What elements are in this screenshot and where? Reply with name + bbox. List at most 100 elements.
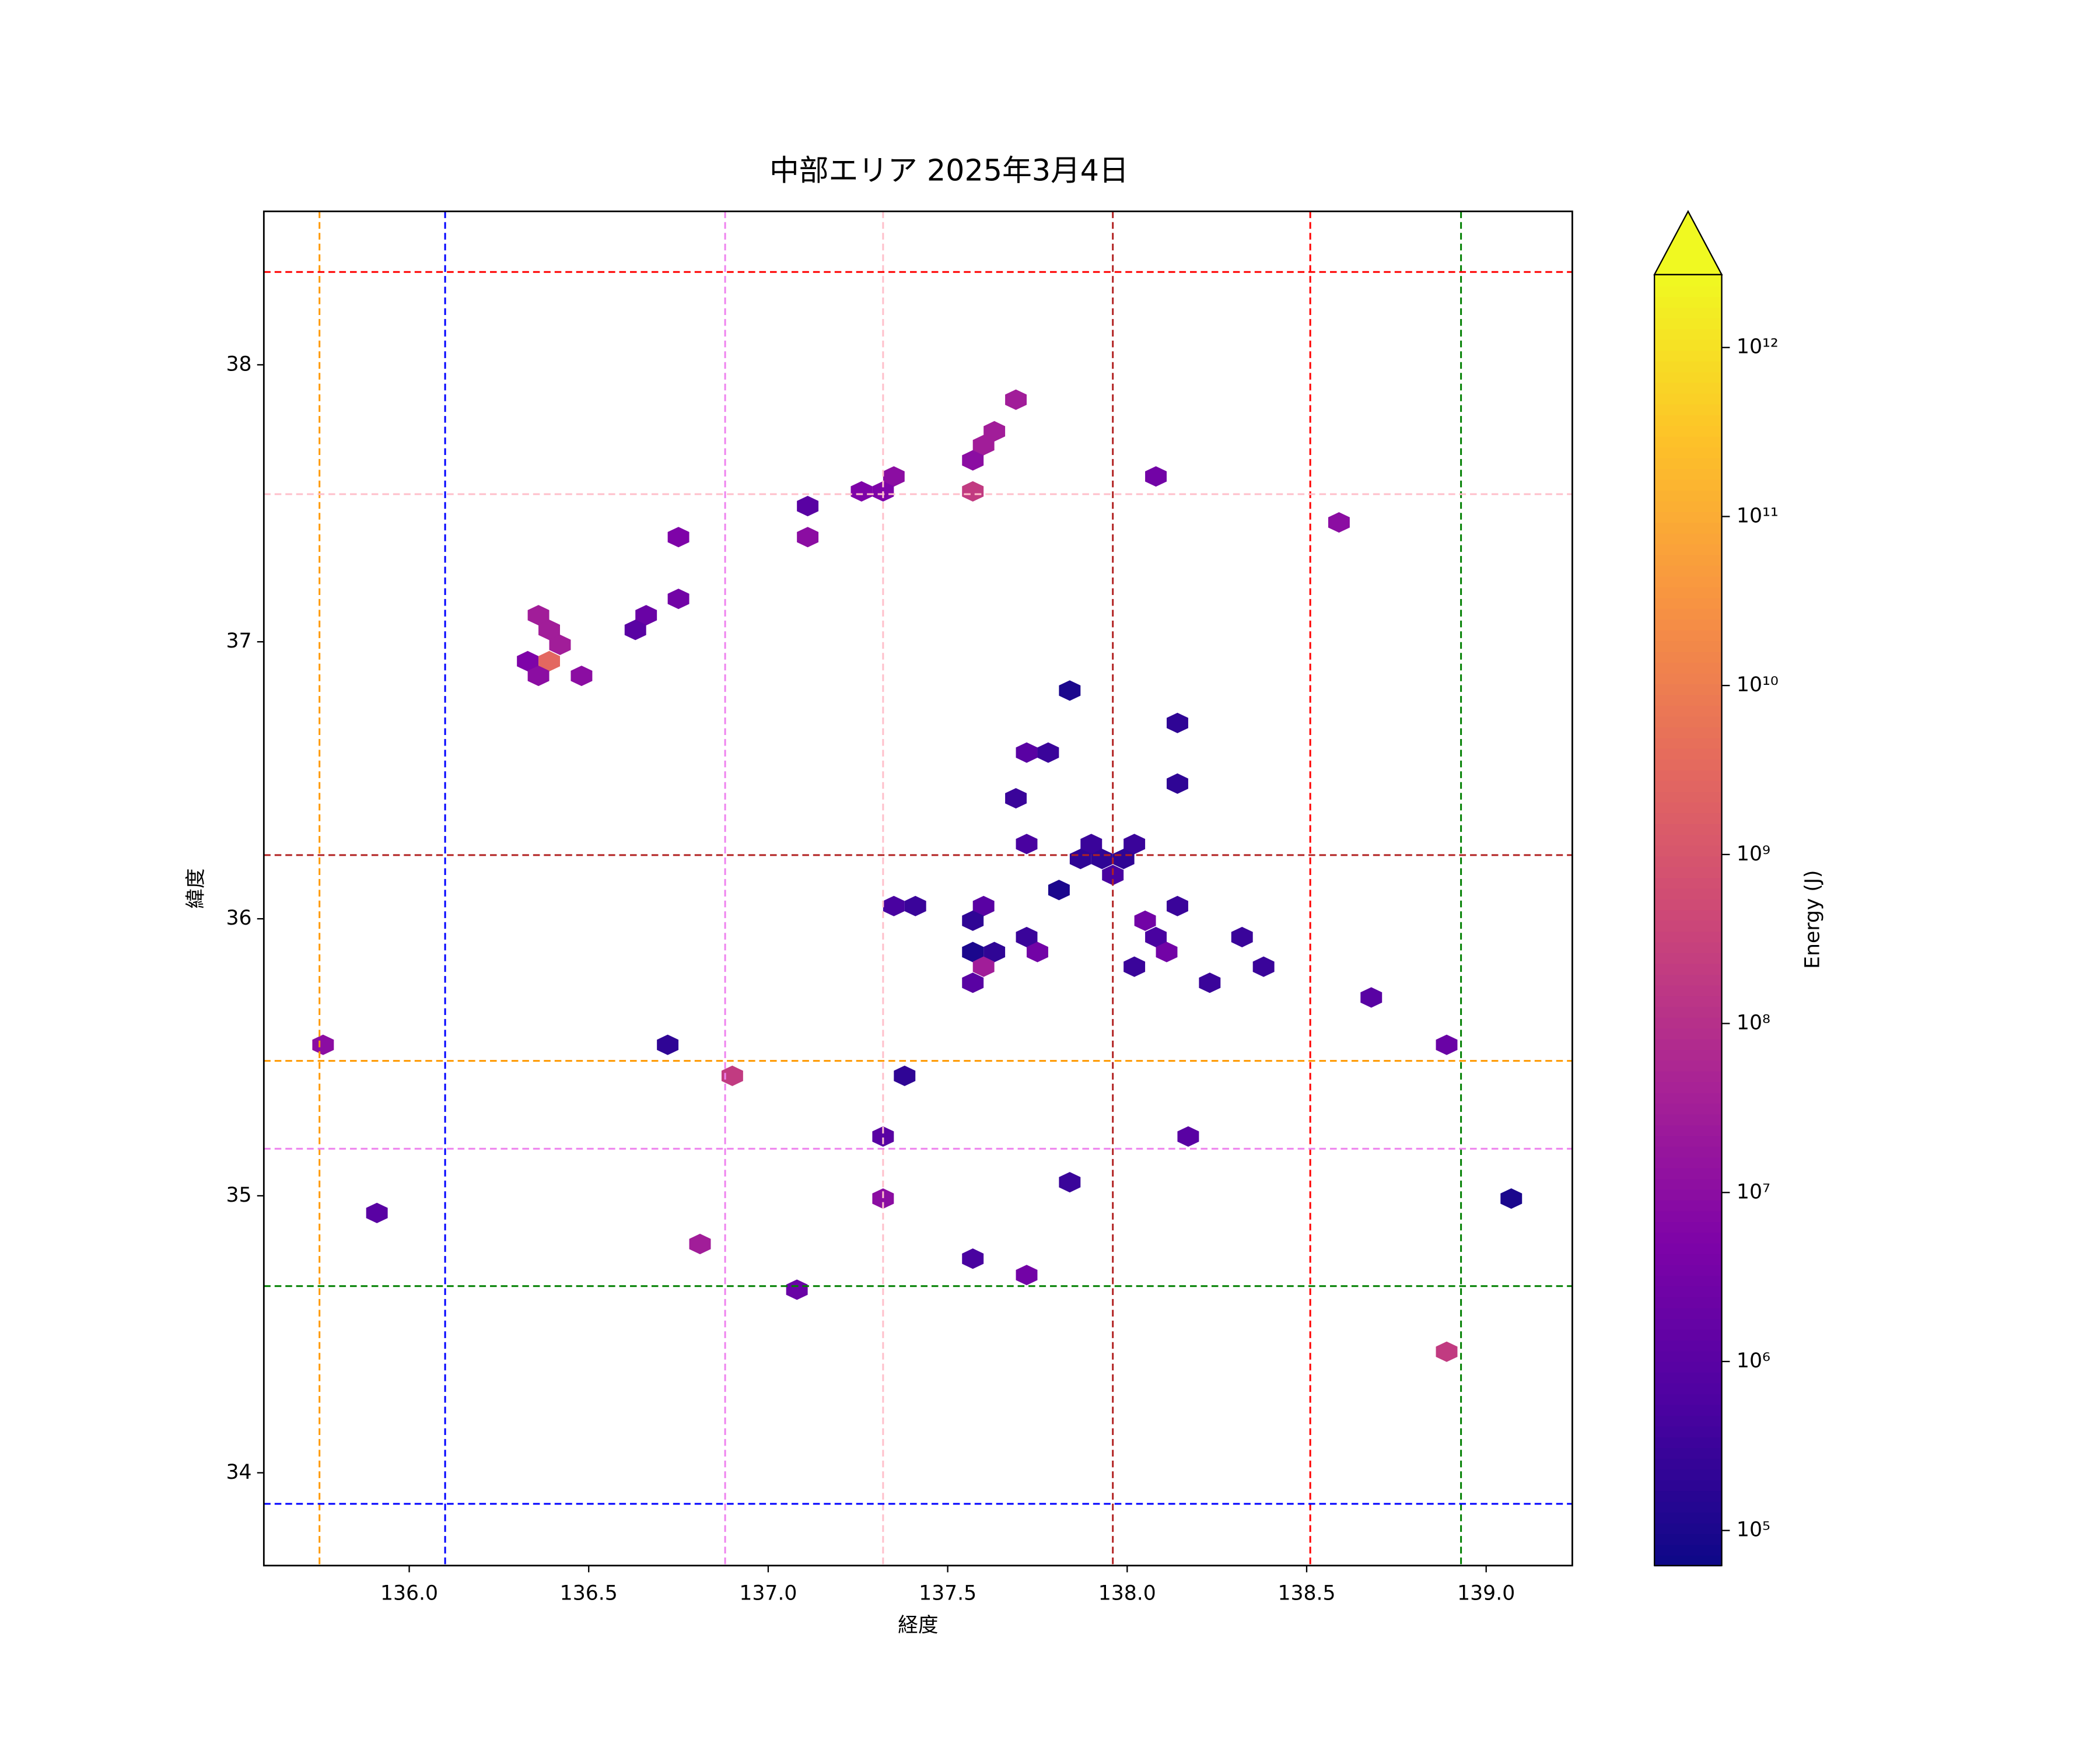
colorbar-segment xyxy=(1654,952,1722,964)
hexbin-cell xyxy=(904,895,926,916)
colorbar-tick-label: 10⁸ xyxy=(1737,1012,1770,1035)
colorbar-segment xyxy=(1654,1189,1722,1201)
colorbar-segment xyxy=(1654,1006,1722,1018)
hexbin-cell xyxy=(1124,834,1146,855)
hexbin-cell xyxy=(1500,1188,1522,1209)
colorbar-segment xyxy=(1654,1049,1722,1061)
hexbin-cell xyxy=(962,972,984,993)
colorbar-segment xyxy=(1654,1221,1722,1233)
colorbar-segment xyxy=(1654,404,1722,415)
hexbin-cell xyxy=(1199,972,1221,993)
colorbar-segment xyxy=(1654,586,1722,598)
hexbin-cell xyxy=(962,942,984,963)
hexbin-cell xyxy=(635,605,657,626)
colorbar-segment xyxy=(1654,920,1722,932)
x-tick-label: 136.5 xyxy=(560,1581,618,1605)
hexbin-cell xyxy=(797,496,819,517)
hexbin-cell xyxy=(962,450,984,471)
colorbar-segment xyxy=(1654,758,1722,771)
hexbin-cell xyxy=(657,1034,679,1055)
hexbin-cell xyxy=(1177,1126,1199,1147)
colorbar-segment xyxy=(1654,866,1722,878)
hexbin-cell xyxy=(1059,680,1081,701)
hexbin-cell xyxy=(984,421,1006,442)
hexbin-cell xyxy=(1156,942,1178,963)
hexbin-cell xyxy=(872,1126,894,1147)
colorbar-segment xyxy=(1654,1458,1722,1470)
colorbar-segment xyxy=(1654,1060,1722,1072)
colorbar-segment xyxy=(1654,1275,1722,1287)
plot-frame xyxy=(262,210,1573,1567)
colorbar-segment xyxy=(1654,1124,1722,1136)
hexbin-cell xyxy=(1145,466,1167,487)
colorbar-segment xyxy=(1654,1533,1722,1545)
x-tick-label: 136.0 xyxy=(380,1581,438,1605)
hexbin-cell xyxy=(1005,389,1027,410)
colorbar-segment xyxy=(1654,468,1722,480)
hexbin-cell xyxy=(1005,788,1027,809)
hexbin-cell xyxy=(538,650,560,672)
x-tick-label: 137.5 xyxy=(919,1581,977,1605)
colorbar-segment xyxy=(1654,1479,1722,1492)
colorbar-segment xyxy=(1654,855,1722,867)
hexbin-cell xyxy=(527,666,550,687)
hexbin-cell xyxy=(962,910,984,931)
x-tick-label: 138.0 xyxy=(1098,1581,1156,1605)
colorbar-segment xyxy=(1654,511,1722,523)
colorbar-segment xyxy=(1654,1447,1722,1459)
colorbar-segment xyxy=(1654,1027,1722,1040)
hexbin-cell xyxy=(527,605,550,626)
colorbar-segment xyxy=(1654,640,1722,652)
hexbin-cell xyxy=(1231,926,1253,947)
colorbar-segment xyxy=(1654,1157,1722,1168)
colorbar-segment xyxy=(1654,780,1722,792)
hexbin-cell xyxy=(1167,773,1188,794)
colorbar-segment xyxy=(1654,296,1722,308)
colorbar-tick-label: 10⁹ xyxy=(1737,842,1770,866)
colorbar-segment xyxy=(1654,565,1722,577)
colorbar-segment xyxy=(1654,877,1722,889)
hexbin-cell xyxy=(1027,942,1048,963)
colorbar-segment xyxy=(1654,425,1722,437)
hexbin-cell xyxy=(883,466,905,487)
colorbar-segment xyxy=(1654,1371,1722,1384)
colorbar-segment xyxy=(1654,1038,1722,1050)
colorbar-segment xyxy=(1654,1329,1722,1340)
y-tick-label: 36 xyxy=(226,907,251,930)
colorbar-segment xyxy=(1654,974,1722,986)
hexbin-cell xyxy=(549,634,571,655)
y-tick-label: 34 xyxy=(226,1461,251,1484)
colorbar-segment xyxy=(1654,1415,1722,1427)
colorbar-segment xyxy=(1654,995,1722,1007)
y-tick-label: 37 xyxy=(226,629,251,653)
hexbin-cell xyxy=(1016,742,1038,763)
hexbin-cell xyxy=(972,956,995,977)
hexbin-cell xyxy=(624,620,646,640)
colorbar-segment xyxy=(1654,651,1722,663)
colorbar-segment xyxy=(1654,1544,1722,1556)
colorbar-segment xyxy=(1654,1501,1722,1513)
hexbin-cell xyxy=(689,1234,711,1255)
hexbin-cell xyxy=(1091,848,1113,870)
hexbin-cell xyxy=(797,527,819,548)
colorbar-segment xyxy=(1654,1210,1722,1223)
colorbar-segment xyxy=(1654,1199,1722,1212)
colorbar-segment xyxy=(1654,1254,1722,1265)
hexbin-cell xyxy=(872,1188,894,1209)
colorbar-segment xyxy=(1654,887,1722,900)
colorbar-segment xyxy=(1654,1070,1722,1083)
hexbin-cell xyxy=(1048,880,1070,901)
colorbar-segment xyxy=(1654,328,1722,340)
colorbar-segment xyxy=(1654,963,1722,975)
colorbar-segment xyxy=(1654,608,1722,620)
hexbin-cell xyxy=(1080,834,1102,855)
colorbar-segment xyxy=(1654,1167,1722,1180)
colorbar-segment xyxy=(1654,1490,1722,1502)
colorbar-segment xyxy=(1654,662,1722,674)
colorbar-segment xyxy=(1654,576,1722,587)
colorbar-segment xyxy=(1654,1339,1722,1352)
hexbin-cell xyxy=(1016,926,1038,947)
colorbar-segment xyxy=(1654,705,1722,717)
